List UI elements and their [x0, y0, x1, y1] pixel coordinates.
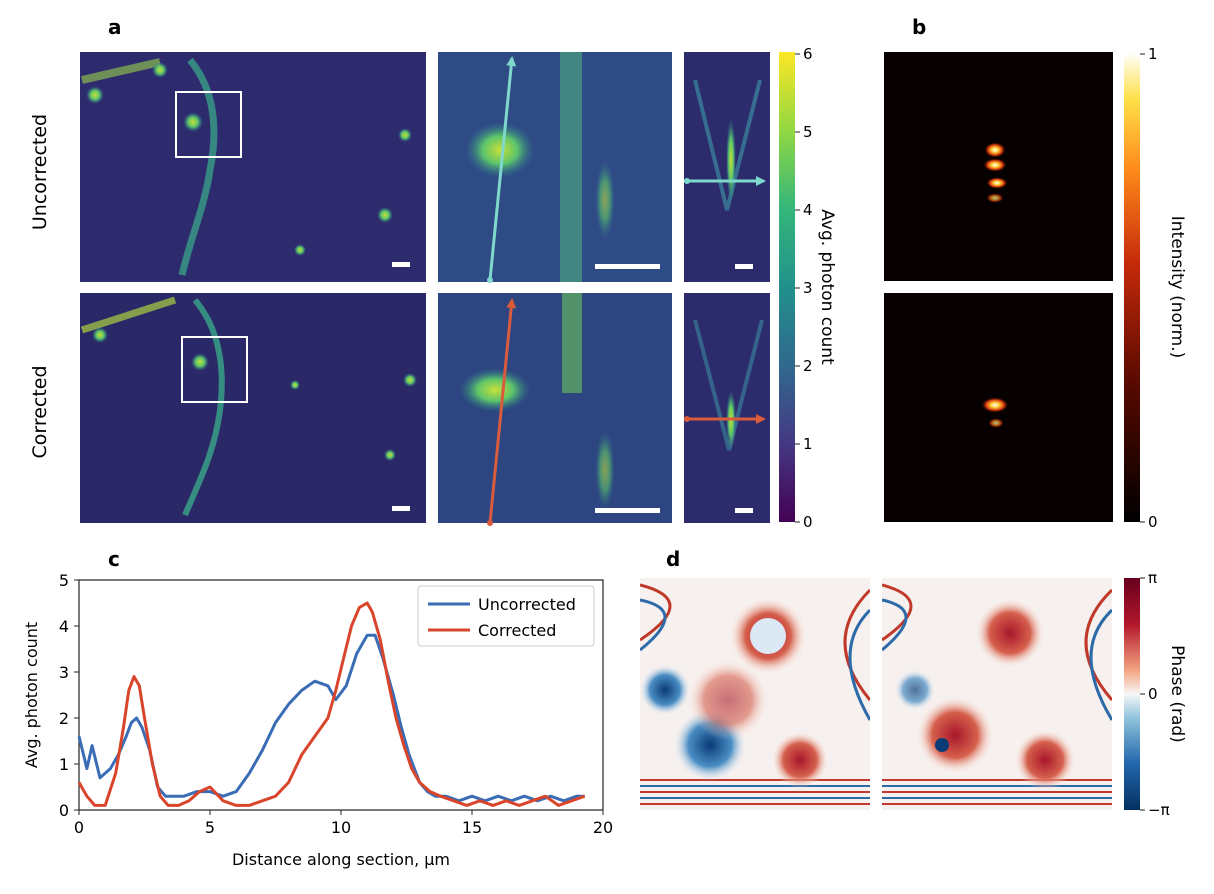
scale-bar	[735, 264, 753, 269]
scale-bar	[392, 262, 410, 267]
phase-map-corrected	[882, 578, 1112, 810]
series-line-uncorrected	[77, 633, 585, 803]
colorbar-tick-label: 1	[1148, 45, 1158, 63]
series-line-corrected	[77, 601, 586, 807]
x-tick-label: 0	[74, 818, 84, 837]
colorbar-tick-label: π	[1148, 569, 1157, 587]
side-image-uncorrected	[684, 52, 770, 282]
scale-bar	[595, 508, 660, 513]
x-tick-label: 20	[593, 818, 613, 837]
scale-bar	[392, 506, 410, 511]
colorbar-tick-label: 2	[803, 357, 813, 375]
row-label-uncorrected: Uncorrected	[29, 114, 51, 230]
legend-label: Uncorrected	[478, 595, 576, 614]
scale-bar	[735, 508, 753, 513]
side-image-corrected	[684, 293, 770, 523]
colorbar-tick-label: 0	[1148, 513, 1158, 531]
legend: Uncorrected Corrected	[417, 585, 595, 647]
legend-label: Corrected	[478, 621, 556, 640]
psf-image-uncorrected	[884, 52, 1113, 281]
x-axis-label: Distance along section, μm	[232, 850, 450, 869]
colorbar-label: Intensity (norm.)	[1167, 216, 1187, 359]
y-tick-label: 3	[59, 663, 69, 682]
colorbar-label: Phase (rad)	[1167, 645, 1187, 743]
y-tick-label: 5	[59, 571, 69, 590]
colorbar-tick-label: 0	[1148, 685, 1158, 703]
colorbar-intensity: 0 1 Intensity (norm.)	[1124, 45, 1187, 531]
x-tick-label: 15	[462, 818, 482, 837]
panel-c-letter: c	[108, 547, 120, 571]
y-tick-label: 2	[59, 709, 69, 728]
panel-b-letter: b	[912, 15, 926, 39]
colorbar-tick-label: 0	[803, 513, 813, 531]
zoom-image-corrected	[438, 293, 672, 526]
psf-image-corrected	[884, 293, 1113, 522]
section-arrow-uncorrected	[488, 56, 517, 281]
x-tick-label: 5	[205, 818, 215, 837]
line-chart: 0 5 10 15 20 0 1 2 3 4 5 Distance along section, …	[22, 571, 613, 869]
colorbar-tick-label: 4	[803, 201, 813, 219]
overview-image-uncorrected	[80, 52, 426, 282]
scale-bar	[595, 264, 660, 269]
section-arrow-corrected	[488, 298, 517, 524]
row-label-corrected: Corrected	[29, 365, 51, 458]
colorbar-label: Avg. photon count	[817, 209, 837, 365]
colorbar-tick-label: 3	[803, 279, 813, 297]
panel-d-letter: d	[666, 547, 680, 571]
panel-a-letter: a	[108, 15, 122, 39]
colorbar-tick-label: 6	[803, 45, 813, 63]
colorbar-photon-count: 0 1 2 3 4 5 6 Avg. photon count	[779, 45, 837, 531]
y-axis-label: Avg. photon count	[22, 622, 41, 768]
y-tick-label: 1	[59, 755, 69, 774]
colorbar-tick-label: 1	[803, 435, 813, 453]
roi-box-corrected	[181, 336, 248, 403]
phase-map-uncorrected	[640, 578, 870, 810]
roi-box-uncorrected	[175, 91, 242, 158]
colorbar-tick-label: 5	[803, 123, 813, 141]
colorbar-tick-label: −π	[1148, 801, 1170, 819]
zoom-image-uncorrected	[438, 52, 672, 283]
y-tick-label: 4	[59, 617, 69, 636]
y-tick-label: 0	[59, 801, 69, 820]
x-tick-label: 10	[331, 818, 351, 837]
colorbar-phase: −π 0 π Phase (rad)	[1124, 569, 1187, 819]
overview-image-corrected	[80, 293, 426, 523]
